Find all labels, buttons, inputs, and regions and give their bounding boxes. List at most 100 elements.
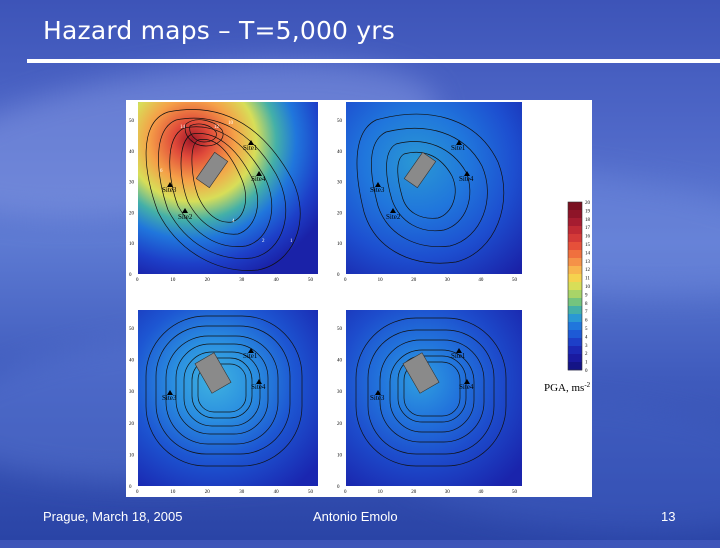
site-label: Site1 xyxy=(243,144,258,152)
svg-text:1: 1 xyxy=(290,239,293,244)
site-label: Site2 xyxy=(178,213,193,221)
y-tick-label: 0 xyxy=(337,485,340,490)
site-label: Site3 xyxy=(370,394,385,402)
y-tick-label: 40 xyxy=(337,150,343,155)
y-tick-label: 0 xyxy=(129,485,132,490)
svg-text:2: 2 xyxy=(262,239,265,244)
colorbar-swatch xyxy=(568,242,582,251)
colorbar-swatch xyxy=(568,338,582,347)
y-tick-label: 10 xyxy=(129,242,135,247)
y-tick-label: 30 xyxy=(337,181,343,186)
colorbar-swatch xyxy=(568,274,582,283)
x-tick-label: 30 xyxy=(445,278,451,283)
x-tick-label: 50 xyxy=(308,490,314,495)
colorbar-tick-label: 0 xyxy=(585,369,588,374)
x-tick-label: 20 xyxy=(205,278,211,283)
y-tick-label: 50 xyxy=(337,327,343,332)
title-divider xyxy=(27,59,720,63)
colorbar-swatch xyxy=(568,330,582,339)
colorbar-tick-label: 6 xyxy=(585,319,588,324)
x-tick-label: 10 xyxy=(378,278,384,283)
map-panel-bottom-left: Site1 Site4 Site3 xyxy=(138,310,318,486)
y-tick-label: 30 xyxy=(129,181,135,186)
x-tick-label: 50 xyxy=(512,278,518,283)
colorbar-tick-label: 14 xyxy=(585,251,591,256)
x-tick-label: 0 xyxy=(136,490,139,495)
svg-text:6: 6 xyxy=(160,169,163,174)
y-tick-label: 10 xyxy=(129,453,135,458)
colorbar-tick-label: 3 xyxy=(585,344,588,349)
x-tick-label: 10 xyxy=(378,490,384,495)
site-label: Site4 xyxy=(459,383,474,391)
x-tick-label: 40 xyxy=(274,278,280,283)
x-tick-label: 40 xyxy=(274,490,280,495)
y-tick-label: 30 xyxy=(129,390,135,395)
colorbar-swatch xyxy=(568,258,582,267)
slide-title: Hazard maps – T=5,000 yrs xyxy=(43,16,396,45)
site-label: Site3 xyxy=(162,186,177,194)
x-tick-label: 10 xyxy=(170,278,176,283)
colorbar-swatch xyxy=(568,346,582,355)
colorbar-tick-label: 15 xyxy=(585,243,591,248)
y-tick-label: 40 xyxy=(129,150,135,155)
colorbar-swatch xyxy=(568,250,582,259)
site-label: Site3 xyxy=(370,186,385,194)
y-tick-label: 50 xyxy=(337,119,343,124)
map-panel-bottom-right: Site1 Site4 Site3 xyxy=(346,310,522,486)
y-tick-label: 20 xyxy=(337,422,343,427)
svg-text:14: 14 xyxy=(180,125,186,130)
colorbar-swatch xyxy=(568,226,582,235)
x-tick-label: 50 xyxy=(512,490,518,495)
colorbar-tick-label: 20 xyxy=(585,201,591,206)
colorbar-swatch xyxy=(568,202,582,211)
y-tick-label: 40 xyxy=(337,359,343,364)
colorbar-tick-label: 4 xyxy=(585,335,588,340)
colorbar-tick-label: 17 xyxy=(585,226,591,231)
colorbar-tick-label: 18 xyxy=(585,218,591,223)
y-tick-label: 30 xyxy=(337,390,343,395)
colorbar-swatch xyxy=(568,234,582,243)
y-tick-label: 0 xyxy=(337,273,340,278)
map-panel-top-left: Site1 Site4 Site3 Site2 14 12 10 6 4 2 1 xyxy=(138,102,318,274)
colorbar-swatch xyxy=(568,266,582,275)
footer-location-date: Prague, March 18, 2005 xyxy=(43,509,183,524)
site-label: Site3 xyxy=(162,394,177,402)
map-panel-top-right: Site1 Site4 Site3 Site2 xyxy=(346,102,522,274)
colorbar-swatch xyxy=(568,306,582,315)
svg-text:12: 12 xyxy=(214,125,220,130)
colorbar-swatch xyxy=(568,322,582,331)
site-label: Site4 xyxy=(251,383,266,391)
colorbar-tick-label: 10 xyxy=(585,285,591,290)
x-tick-label: 30 xyxy=(239,278,245,283)
x-tick-label: 50 xyxy=(308,278,314,283)
x-tick-label: 0 xyxy=(344,278,347,283)
colorbar-tick-label: 11 xyxy=(585,277,590,282)
colorbar-tick-label: 5 xyxy=(585,327,588,332)
y-tick-label: 50 xyxy=(129,327,135,332)
y-tick-label: 10 xyxy=(337,242,343,247)
x-tick-label: 0 xyxy=(136,278,139,283)
colorbar-tick-label: 19 xyxy=(585,209,591,214)
y-tick-label: 10 xyxy=(337,453,343,458)
colorbar-tick-label: 2 xyxy=(585,352,588,357)
colorbar-swatch xyxy=(568,314,582,323)
x-tick-label: 20 xyxy=(411,278,417,283)
x-tick-label: 20 xyxy=(205,490,211,495)
x-tick-label: 40 xyxy=(478,490,484,495)
site-label: Site4 xyxy=(251,175,266,183)
site-label: Site4 xyxy=(459,175,474,183)
colorbar-swatch xyxy=(568,290,582,299)
x-tick-label: 20 xyxy=(411,490,417,495)
y-tick-label: 20 xyxy=(129,211,135,216)
colorbar-title: PGA, ms-2 xyxy=(544,381,591,394)
site-label: Site1 xyxy=(243,352,258,360)
site-label: Site1 xyxy=(451,352,466,360)
x-tick-label: 0 xyxy=(344,490,347,495)
svg-text:10: 10 xyxy=(228,121,234,126)
colorbar-tick-label: 8 xyxy=(585,302,588,307)
slide-number: 13 xyxy=(661,509,676,524)
colorbar-swatch xyxy=(568,218,582,227)
